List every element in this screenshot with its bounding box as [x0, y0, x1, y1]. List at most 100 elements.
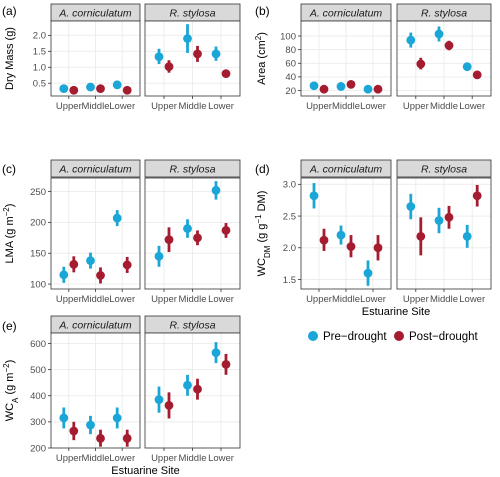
panel-letter: (b) — [255, 4, 270, 18]
y-tick-label: 40 — [285, 72, 296, 83]
pre-point — [211, 348, 221, 358]
y-axis-label-part: Dry Mass (g) — [4, 27, 16, 90]
y-axis-label-part: Area (cm — [256, 40, 268, 85]
x-tick-label: Upper — [56, 294, 82, 305]
facet-strip — [50, 159, 141, 178]
y-tick-label: 200 — [30, 443, 46, 454]
facet-r-stylosa: R. stylosa Upper Middle Lower — [396, 159, 492, 305]
x-tick-label: Upper — [151, 101, 177, 112]
x-tick-label: Middle — [179, 101, 207, 112]
facet-strip-label: A. corniculatum — [58, 8, 132, 20]
pre-point — [406, 202, 416, 211]
facet-strip — [396, 159, 492, 178]
y-axis-label-part: 2 — [254, 35, 263, 40]
pre-point — [59, 270, 69, 280]
post-point — [69, 85, 79, 95]
y-tick-label: 80 — [285, 45, 296, 56]
x-tick-label: Upper — [56, 453, 82, 464]
post-point — [346, 242, 356, 251]
facet-strip-label: A. corniculatum — [309, 8, 383, 20]
post-legend-marker — [394, 331, 404, 341]
panel-b: (b) 20 40 60 80 100 Area (cm2) A. corniculatum U… — [254, 3, 492, 112]
facet-a-corniculatum: A. corniculatum Upper Middle Lower — [50, 159, 141, 305]
y-tick-label: 60 — [285, 59, 296, 70]
pre-point — [59, 413, 69, 423]
facet-strip-label: A. corniculatum — [58, 320, 132, 332]
pre-point — [434, 29, 444, 39]
post-point — [96, 84, 105, 94]
pre-legend-marker — [308, 331, 318, 341]
post-point — [444, 212, 454, 222]
y-axis-label-part: DM — [263, 245, 272, 258]
y-tick-label: 0.5 — [33, 79, 46, 90]
pre-point — [336, 230, 346, 240]
y-axis-label-part: −1 — [254, 214, 263, 224]
pre-point — [211, 185, 221, 195]
y-tick-label: 250 — [30, 187, 46, 198]
post-point — [319, 84, 329, 94]
pre-point — [462, 62, 472, 72]
y-axis-label-part: (g g — [256, 224, 268, 246]
post-point — [122, 433, 132, 443]
pre-point — [434, 216, 444, 225]
post-point — [221, 69, 231, 79]
y-axis-label-part: (g m — [4, 373, 16, 398]
post-point — [319, 235, 329, 245]
pre-point — [154, 395, 164, 405]
panel-c: (c) 100 150 200 250 LMA (g m−2) A. corniculatu… — [2, 159, 241, 305]
y-tick-label: 1.5 — [283, 275, 296, 286]
x-tick-label: Lower — [459, 294, 485, 305]
y-axis-label-part: A — [11, 397, 20, 403]
facet-r-stylosa: R. stylosa Upper Middle Lower — [396, 3, 492, 112]
y-axis-label: LMA (g m−2) — [2, 204, 17, 264]
pre-point — [86, 256, 95, 266]
facet-strip — [144, 159, 241, 178]
post-point — [444, 41, 454, 50]
pre-point — [406, 35, 416, 45]
y-axis-label: WCA (g m−2) — [2, 360, 20, 422]
panel-letter: (a) — [2, 4, 17, 18]
post-point — [122, 260, 132, 270]
post-point — [373, 84, 383, 94]
x-tick-label: Upper — [306, 294, 332, 305]
pre-point — [211, 49, 221, 59]
pre-point — [154, 52, 164, 62]
x-tick-label: Upper — [306, 101, 332, 112]
x-tick-label: Upper — [151, 453, 177, 464]
y-axis-label-part: WC — [256, 258, 268, 276]
pre-point — [363, 84, 373, 94]
x-tick-label: Upper — [151, 294, 177, 305]
y-axis-label: Dry Mass (g) — [4, 27, 16, 90]
x-axis-label: Estuarine Site — [362, 306, 430, 318]
facet-a-corniculatum: A. corniculatum Upper Middle Lower — [50, 3, 141, 112]
y-tick-label: 3.0 — [283, 180, 296, 191]
x-tick-label: Lower — [208, 453, 234, 464]
facet-strip-label: A. corniculatum — [58, 164, 132, 176]
post-point — [193, 49, 202, 59]
pre-point — [112, 80, 122, 90]
facet-a-corniculatum: A. corniculatum Upper Middle Lower — [50, 315, 141, 464]
x-tick-label: Upper — [403, 294, 429, 305]
y-axis-label-part: ) — [4, 204, 16, 208]
y-tick-label: 100 — [280, 31, 296, 42]
x-tick-label: Middle — [332, 101, 360, 112]
x-tick-label: Lower — [360, 101, 386, 112]
pre-legend-label: Pre−drought — [323, 331, 387, 343]
panel-letter: (d) — [255, 162, 270, 176]
x-tick-label: Lower — [109, 294, 135, 305]
x-tick-label: Lower — [459, 101, 485, 112]
x-tick-label: Lower — [208, 294, 234, 305]
pre-point — [86, 82, 95, 92]
x-tick-label: Middle — [430, 294, 458, 305]
post-point — [193, 384, 202, 394]
pre-point — [183, 224, 192, 233]
facet-strip — [300, 159, 392, 178]
y-axis-label-part: ) — [4, 360, 16, 364]
x-tick-label: Middle — [332, 294, 360, 305]
pre-point — [462, 231, 472, 241]
pre-point — [183, 380, 192, 390]
post-point — [416, 231, 426, 241]
y-tick-label: 100 — [30, 279, 46, 290]
facet-strip-label: A. corniculatum — [309, 164, 383, 176]
